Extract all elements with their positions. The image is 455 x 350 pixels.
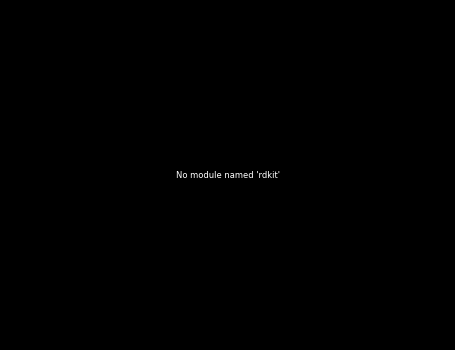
Text: No module named 'rdkit': No module named 'rdkit' <box>176 170 279 180</box>
